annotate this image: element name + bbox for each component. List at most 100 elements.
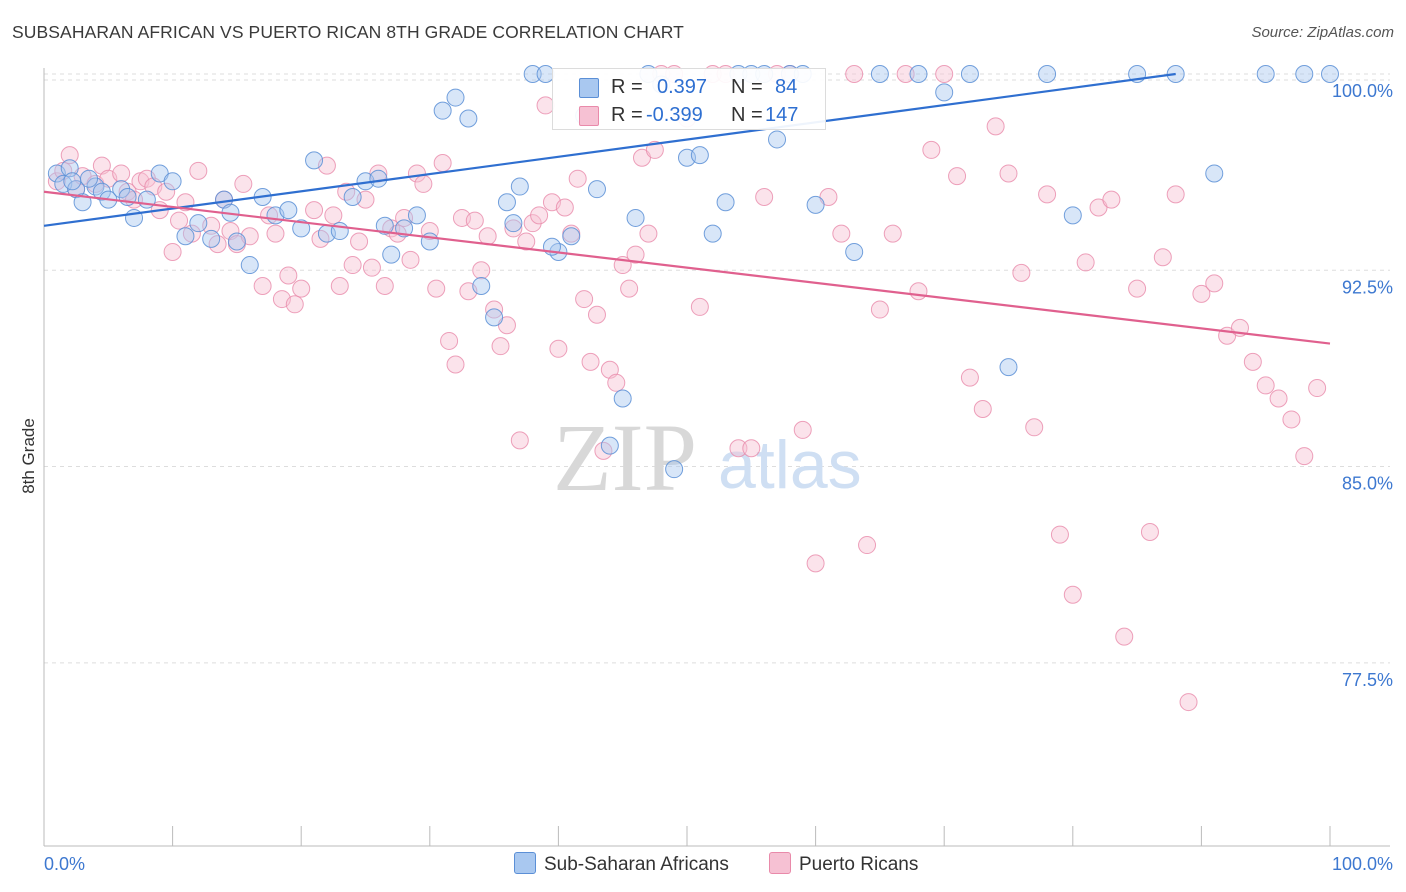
pink-point [112,164,131,183]
pink-point [157,182,176,201]
watermark-zip: ZIP [553,404,697,511]
pink-point [883,224,902,243]
blue-point [935,83,954,102]
pink-point [343,256,362,275]
pink-point [60,146,79,165]
legend-item-puerto-ricans[interactable]: Puerto Ricans [769,852,918,876]
pink-point [922,140,941,159]
blue-point [189,214,208,233]
pink-point [568,169,587,188]
r-label: R = [611,104,643,126]
trend-lines [43,72,1331,345]
pink-point [92,156,111,175]
blue-point [960,65,979,84]
pink-point [472,261,491,280]
pink-point [517,232,536,251]
blue-point [305,151,324,170]
y-tick-label: 92.5% [1342,277,1393,297]
pink-point [729,439,748,458]
pink-point [806,554,825,573]
pink-point [575,290,594,309]
pink-point [221,222,240,241]
pink-point [420,222,439,241]
pink-point [1115,627,1134,646]
blue-point [909,65,928,84]
pink-point [986,117,1005,136]
pink-point [896,65,915,84]
blue-point [562,227,581,246]
pink-point [1282,410,1301,429]
pink-point [600,360,619,379]
pink-swatch [579,106,599,126]
pink-point [1166,185,1185,204]
blue-point [63,172,82,191]
pink-point [960,368,979,387]
pink-point [1012,263,1031,282]
blue-point [446,88,465,107]
pink-point [285,295,304,314]
blue-point [497,193,516,212]
pink-point [645,140,664,159]
blue-point [240,256,259,275]
y-tick-label: 85.0% [1342,474,1393,494]
blue-trend-line [43,72,1176,227]
pink-point [427,279,446,298]
pink-point [324,206,343,225]
blue-point [626,208,645,227]
pink-point [414,174,433,193]
legend-swatch-blue [514,852,536,874]
pink-point [1025,418,1044,437]
chart-title: SUBSAHARAN AFRICAN VS PUERTO RICAN 8TH G… [12,22,684,42]
blue-point [1038,65,1057,84]
pink-point [407,164,426,183]
pink-point [189,161,208,180]
axes [43,68,1390,847]
watermark: ZIP atlas [553,404,862,511]
pink-point [870,300,889,319]
pink-point [607,373,626,392]
pink-point [935,65,954,84]
pink-point [234,174,253,193]
pink-point [639,224,658,243]
pink-point [491,337,510,356]
blue-point [459,109,478,128]
pink-point [1269,389,1288,408]
stats-row-pink: R = -0.399 N = 147 [553,101,825,129]
stats-legend: R = 0.397 N = 84 R = -0.399 N = 147 [552,68,826,130]
blue-point [999,358,1018,377]
blue-point [407,206,426,225]
blue-point [1205,164,1224,183]
legend-item-sub-saharan-africans[interactable]: Sub-Saharan Africans [514,852,729,876]
blue-point [523,65,542,84]
pink-point [1308,379,1327,398]
pink-point [581,352,600,371]
pink-point [170,211,189,230]
pink-point [755,188,774,207]
blue-point [73,193,92,212]
blue-point [600,436,619,455]
pink-point [999,164,1018,183]
blue-point [1256,65,1275,84]
pink-point [305,201,324,220]
pink-point [742,439,761,458]
watermark-atlas: atlas [718,427,862,503]
blue-point [665,460,684,479]
blue-point [202,229,221,248]
tick-labels: 100.0% 92.5% 85.0% 77.5% 0.0% 100.0% [44,81,1393,874]
pink-trend-line [43,190,1331,345]
legend-label: Puerto Ricans [799,854,919,875]
pink-point [793,420,812,439]
pink-point [465,211,484,230]
pink-point [530,206,549,225]
pink-point [832,224,851,243]
blue-point [510,177,529,196]
pink-point [292,279,311,298]
pink-point [1076,253,1095,272]
pink-point [510,431,529,450]
blue-point [845,242,864,261]
blue-point [433,101,452,120]
pink-point [1295,447,1314,466]
pink-point [1192,284,1211,303]
blue-point [485,308,504,327]
